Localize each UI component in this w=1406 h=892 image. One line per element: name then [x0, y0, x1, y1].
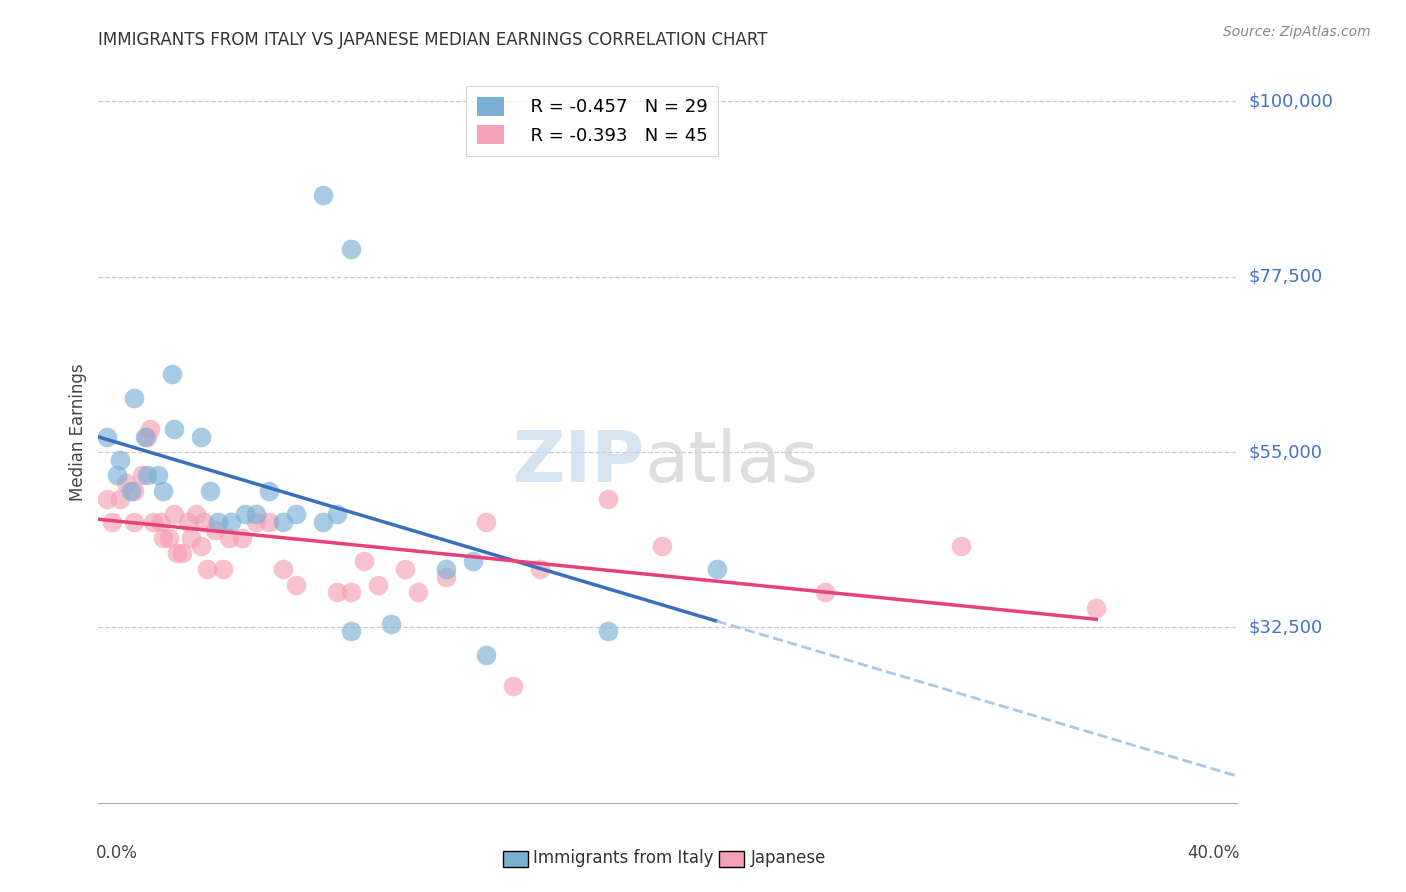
Point	[134, 429, 156, 443]
Point	[233, 508, 256, 522]
Point	[190, 429, 212, 443]
Point	[502, 679, 524, 693]
Point	[157, 531, 180, 545]
Point	[218, 531, 240, 545]
Point	[131, 468, 153, 483]
Point	[706, 562, 728, 576]
Text: $77,500: $77,500	[1249, 268, 1323, 285]
Point	[245, 508, 267, 522]
Text: ZIP: ZIP	[513, 428, 645, 497]
Point	[180, 531, 202, 545]
Text: $55,000: $55,000	[1249, 443, 1323, 461]
Point	[434, 570, 457, 584]
Point	[312, 188, 335, 202]
Point	[184, 508, 207, 522]
Point	[96, 429, 118, 443]
Point	[96, 491, 118, 506]
Point	[152, 484, 174, 499]
Point	[172, 546, 194, 560]
Point	[221, 515, 243, 529]
Point	[461, 554, 484, 568]
Point	[160, 367, 183, 381]
Point	[139, 422, 162, 436]
Point	[114, 476, 136, 491]
Text: Source: ZipAtlas.com: Source: ZipAtlas.com	[1223, 25, 1371, 39]
Text: Japanese: Japanese	[751, 849, 827, 867]
Point	[136, 468, 159, 483]
Point	[122, 391, 145, 405]
Point	[598, 491, 620, 506]
Point	[312, 515, 335, 529]
Point	[195, 562, 218, 576]
Point	[149, 515, 172, 529]
Point	[198, 484, 221, 499]
Point	[107, 468, 129, 483]
Point	[598, 624, 620, 639]
Point	[177, 515, 200, 529]
Point	[380, 616, 402, 631]
Point	[434, 562, 457, 576]
Point	[101, 515, 124, 529]
Point	[949, 539, 972, 553]
Point	[285, 508, 308, 522]
Point	[163, 422, 186, 436]
Text: IMMIGRANTS FROM ITALY VS JAPANESE MEDIAN EARNINGS CORRELATION CHART: IMMIGRANTS FROM ITALY VS JAPANESE MEDIAN…	[98, 31, 768, 49]
Point	[259, 484, 281, 499]
Point	[339, 585, 361, 599]
Text: $32,500: $32,500	[1249, 618, 1323, 637]
Point	[122, 515, 145, 529]
Point	[367, 577, 389, 591]
Point	[146, 468, 169, 483]
Point	[212, 562, 235, 576]
Point	[193, 515, 215, 529]
Point	[259, 515, 281, 529]
Point	[285, 577, 308, 591]
Text: 40.0%: 40.0%	[1187, 844, 1240, 862]
Text: Immigrants from Italy: Immigrants from Italy	[533, 849, 714, 867]
Point	[152, 531, 174, 545]
Point	[163, 508, 186, 522]
Point	[339, 243, 361, 257]
Point	[651, 539, 673, 553]
Point	[475, 515, 498, 529]
Point	[207, 515, 229, 529]
Point	[122, 484, 145, 499]
Point	[814, 585, 837, 599]
Y-axis label: Median Earnings: Median Earnings	[69, 364, 87, 501]
Point	[326, 585, 349, 599]
Point	[529, 562, 551, 576]
Point	[142, 515, 165, 529]
Point	[190, 539, 212, 553]
Point	[1085, 601, 1108, 615]
Point	[394, 562, 416, 576]
Point	[166, 546, 188, 560]
Point	[120, 484, 142, 499]
Text: $100,000: $100,000	[1249, 93, 1333, 111]
Point	[231, 531, 253, 545]
Point	[136, 429, 159, 443]
Text: 0.0%: 0.0%	[96, 844, 138, 862]
Legend:   R = -0.457   N = 29,   R = -0.393   N = 45: R = -0.457 N = 29, R = -0.393 N = 45	[467, 87, 718, 156]
Point	[108, 491, 131, 506]
FancyBboxPatch shape	[503, 851, 527, 867]
Point	[326, 508, 349, 522]
Point	[408, 585, 430, 599]
Point	[271, 515, 294, 529]
Point	[339, 624, 361, 639]
Point	[271, 562, 294, 576]
FancyBboxPatch shape	[718, 851, 744, 867]
Point	[108, 453, 131, 467]
Point	[353, 554, 375, 568]
Point	[475, 648, 498, 662]
Point	[204, 523, 226, 537]
Point	[245, 515, 267, 529]
Text: atlas: atlas	[645, 428, 820, 497]
